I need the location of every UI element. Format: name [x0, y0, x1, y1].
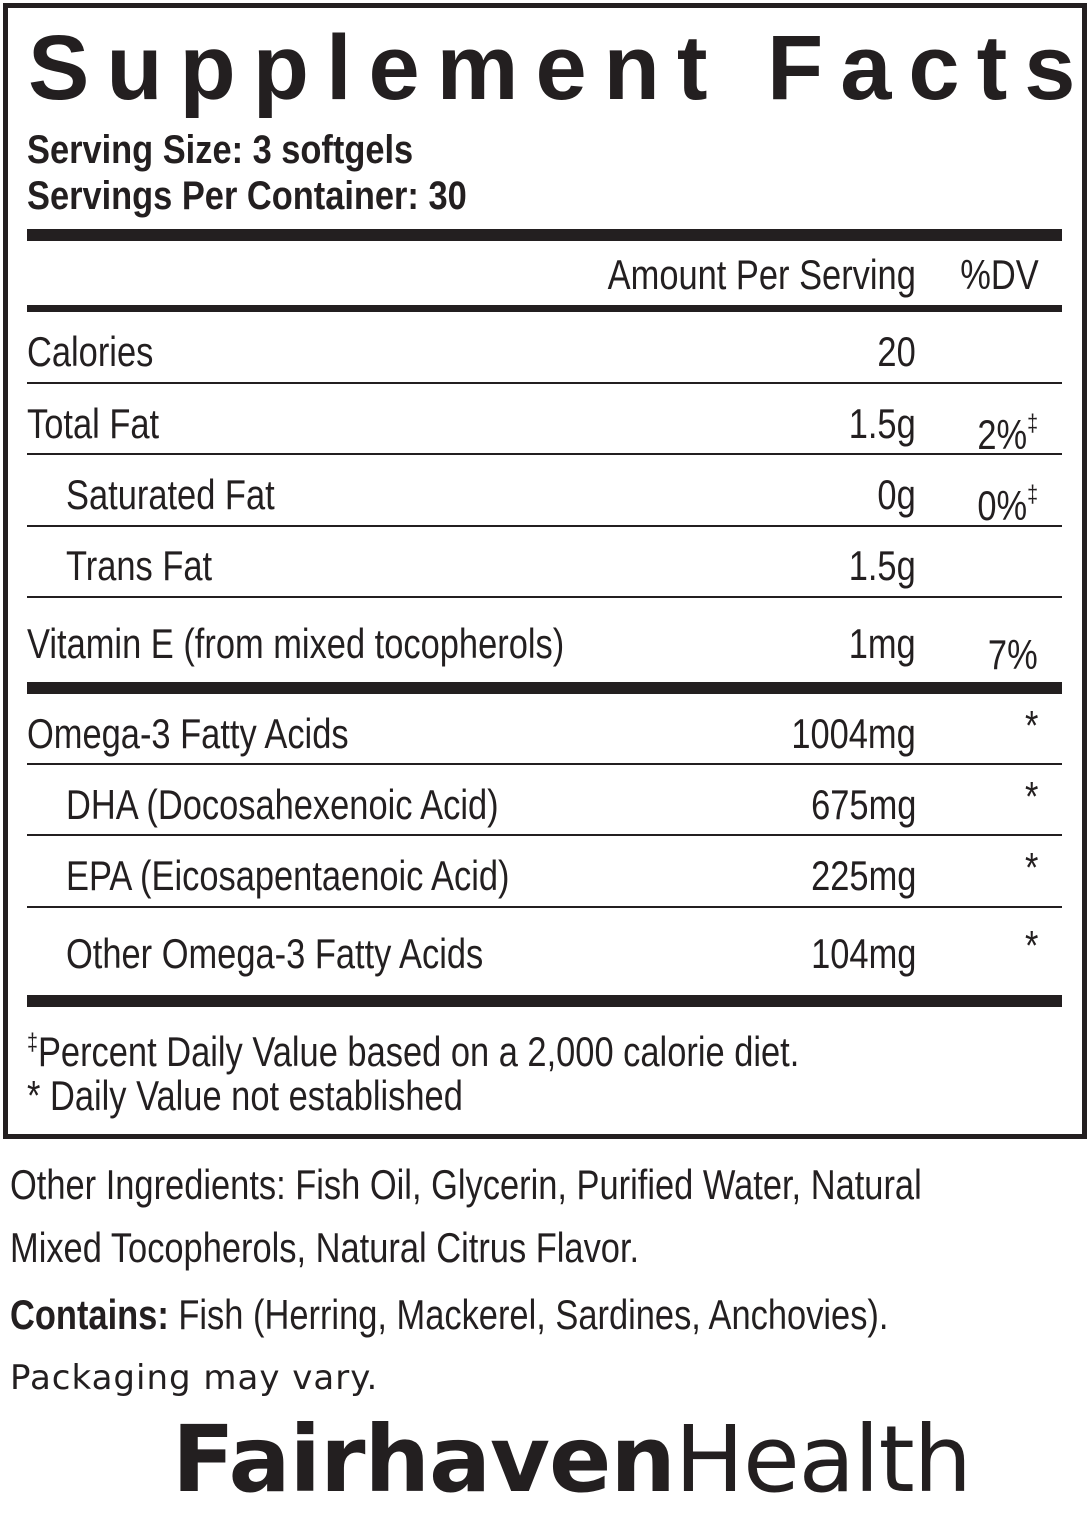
nutrient-row-vitamin-e: Vitamin E (from mixed tocopherols) 1mg 7…: [27, 614, 1062, 678]
nutrient-dv: 7%: [988, 631, 1038, 678]
row-divider: [27, 453, 1062, 455]
row-divider: [27, 596, 1062, 598]
nutrient-name: Vitamin E (from mixed tocopherols): [27, 620, 565, 667]
thick-rule: [27, 229, 1062, 241]
other-ingredients-line-1: Other Ingredients: Fish Oil, Glycerin, P…: [10, 1161, 922, 1208]
double-dagger-mark: ‡: [27, 1029, 38, 1056]
nutrient-name: Saturated Fat: [66, 471, 275, 518]
row-divider: [27, 834, 1062, 836]
nutrient-name: EPA (Eicosapentaenoic Acid): [66, 852, 510, 899]
nutrient-name: Trans Fat: [66, 542, 213, 589]
nutrient-name: Total Fat: [27, 400, 160, 447]
brand-logo: FairhavenHealth: [172, 1410, 972, 1510]
nutrient-amount: 104mg: [810, 930, 916, 977]
asterisk-mark: *: [1024, 844, 1038, 891]
asterisk-mark: *: [1024, 922, 1038, 969]
nutrient-row-trans-fat: Trans Fat 1.5g: [27, 536, 1062, 596]
asterisk-mark: *: [1024, 702, 1038, 749]
nutrient-dv: 0%‡: [977, 481, 1038, 529]
nutrient-row-epa: EPA (Eicosapentaenoic Acid) 225mg *: [27, 844, 1062, 906]
double-dagger-mark: ‡: [1027, 410, 1038, 437]
serving-size: Serving Size: 3 softgels: [27, 128, 414, 172]
nutrient-name: Other Omega-3 Fatty Acids: [66, 930, 484, 977]
row-divider: [27, 382, 1062, 384]
thick-rule: [27, 995, 1062, 1007]
nutrient-amount: 0g: [877, 471, 916, 518]
thick-rule: [27, 682, 1062, 694]
footnote-dv-not-established: * Daily Value not established: [27, 1072, 463, 1119]
nutrient-amount: 20: [877, 328, 916, 375]
servings-per-container: Servings Per Container: 30: [27, 174, 467, 218]
brand-name-light: Health: [674, 1406, 972, 1513]
nutrient-dv: 2%‡: [977, 410, 1038, 458]
nutrient-amount: 1.5g: [848, 400, 916, 447]
supplement-facts-panel: [3, 3, 1087, 1139]
brand-name-bold: Fairhaven: [172, 1406, 676, 1513]
header-rule: [27, 305, 1062, 312]
nutrient-name: Omega-3 Fatty Acids: [27, 710, 349, 757]
row-divider: [27, 763, 1062, 765]
nutrient-amount: 675mg: [810, 781, 916, 828]
packaging-note: Packaging may vary.: [10, 1358, 379, 1398]
nutrient-amount: 1mg: [849, 620, 916, 667]
panel-title: Supplement Facts: [28, 17, 1090, 119]
nutrient-row-calories: Calories 20: [27, 322, 1062, 382]
other-ingredients-line-2: Mixed Tocopherols, Natural Citrus Flavor…: [10, 1224, 640, 1271]
allergen-contains: Contains: Fish (Herring, Mackerel, Sardi…: [10, 1290, 888, 1340]
nutrient-row-saturated-fat: Saturated Fat 0g 0%‡: [27, 465, 1062, 529]
row-divider: [27, 906, 1062, 908]
contains-text: Fish (Herring, Mackerel, Sardines, Ancho…: [168, 1291, 889, 1338]
nutrient-row-total-fat: Total Fat 1.5g 2%‡: [27, 394, 1062, 458]
nutrient-row-other-omega-3: Other Omega-3 Fatty Acids 104mg *: [27, 922, 1062, 984]
nutrient-name: Calories: [27, 328, 154, 375]
nutrient-amount: 1004mg: [791, 710, 916, 757]
nutrient-amount: 225mg: [810, 852, 916, 899]
row-divider: [27, 525, 1062, 527]
double-dagger-mark: ‡: [1027, 481, 1038, 508]
column-header-amount: Amount Per Serving: [607, 251, 916, 298]
nutrient-row-omega-3: Omega-3 Fatty Acids 1004mg *: [27, 702, 1062, 764]
column-header-dv: %DV: [960, 251, 1039, 298]
footnote-percent-dv: ‡Percent Daily Value based on a 2,000 ca…: [27, 1028, 800, 1075]
nutrient-row-dha: DHA (Docosahexenoic Acid) 675mg *: [27, 773, 1062, 835]
asterisk-mark: *: [1024, 773, 1038, 820]
nutrient-name: DHA (Docosahexenoic Acid): [66, 781, 499, 828]
nutrient-amount: 1.5g: [848, 542, 916, 589]
contains-label: Contains:: [10, 1291, 169, 1338]
